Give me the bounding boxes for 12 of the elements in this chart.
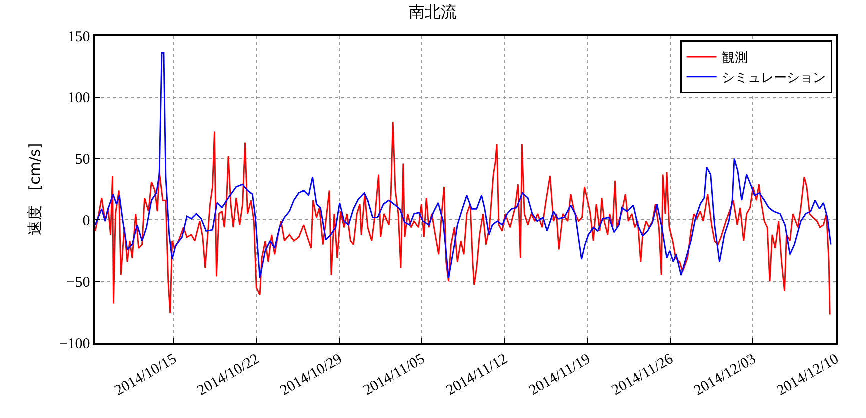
y-tick-label: 0 — [82, 213, 90, 230]
legend-label: シミュレーション — [722, 71, 826, 86]
y-tick-label: −50 — [66, 274, 90, 291]
y-tick-label: 50 — [75, 152, 90, 168]
y-axis-title: 速度 [cm/s] — [26, 143, 44, 236]
y-tick-label: −100 — [59, 336, 90, 352]
y-tick-label: 100 — [68, 90, 90, 107]
chart-title: 南北流 — [409, 2, 457, 22]
y-tick-label: 150 — [68, 29, 90, 46]
legend-label: 観測 — [722, 51, 748, 66]
line-series — [95, 52, 832, 279]
line-series — [95, 121, 831, 316]
